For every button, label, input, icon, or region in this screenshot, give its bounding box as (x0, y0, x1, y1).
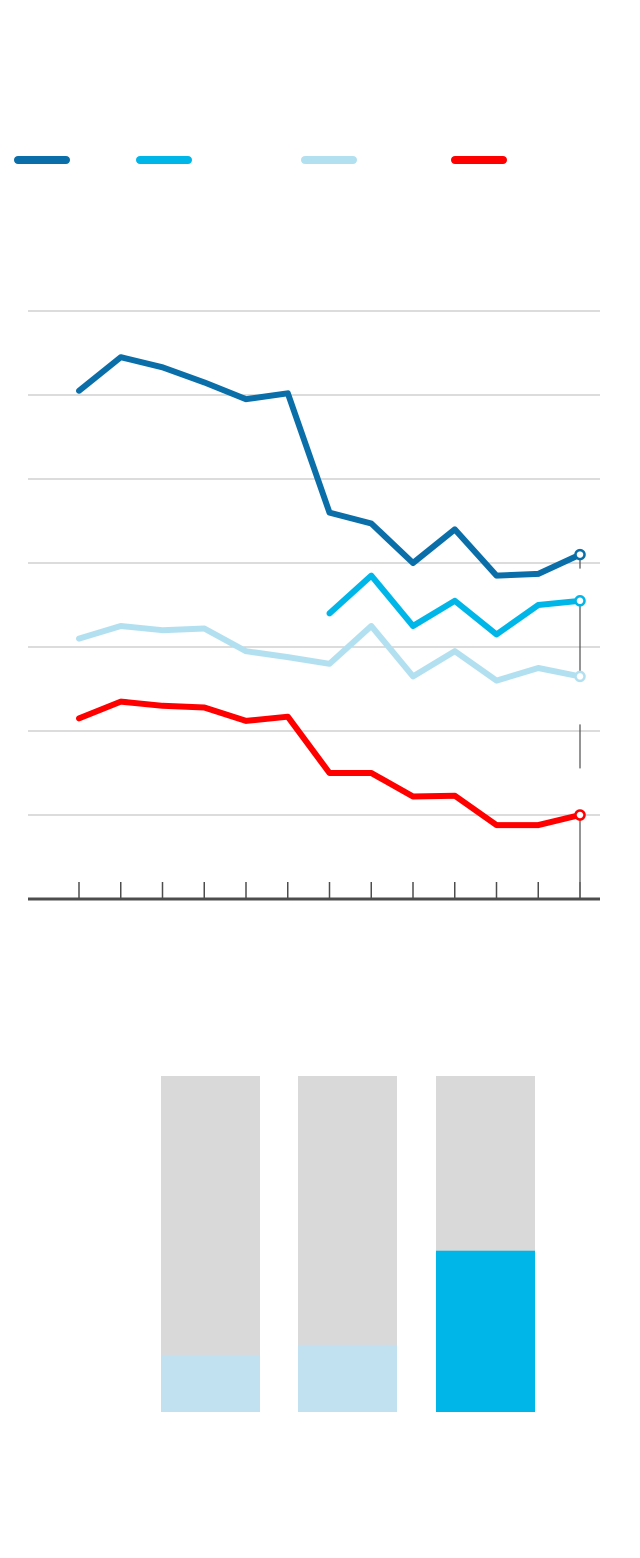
bars (161, 1076, 535, 1412)
end-markers (574, 548, 586, 821)
series-end-marker-2 (574, 595, 586, 607)
line-chart (14, 156, 600, 901)
series-line-2 (326, 572, 583, 638)
bar-2 (298, 1344, 397, 1412)
series-end-marker-4 (574, 809, 586, 821)
bar-1 (161, 1354, 260, 1412)
series-line-3 (76, 623, 583, 684)
series-line-1 (76, 354, 583, 579)
series-line-4 (76, 698, 583, 829)
series-end-marker-1 (574, 548, 586, 561)
x-axis (28, 882, 600, 901)
series-end-marker-3 (574, 670, 586, 683)
gridlines (28, 310, 600, 816)
bar-chart (161, 1076, 535, 1412)
bar-3 (436, 1250, 535, 1412)
series-lines (76, 354, 583, 829)
